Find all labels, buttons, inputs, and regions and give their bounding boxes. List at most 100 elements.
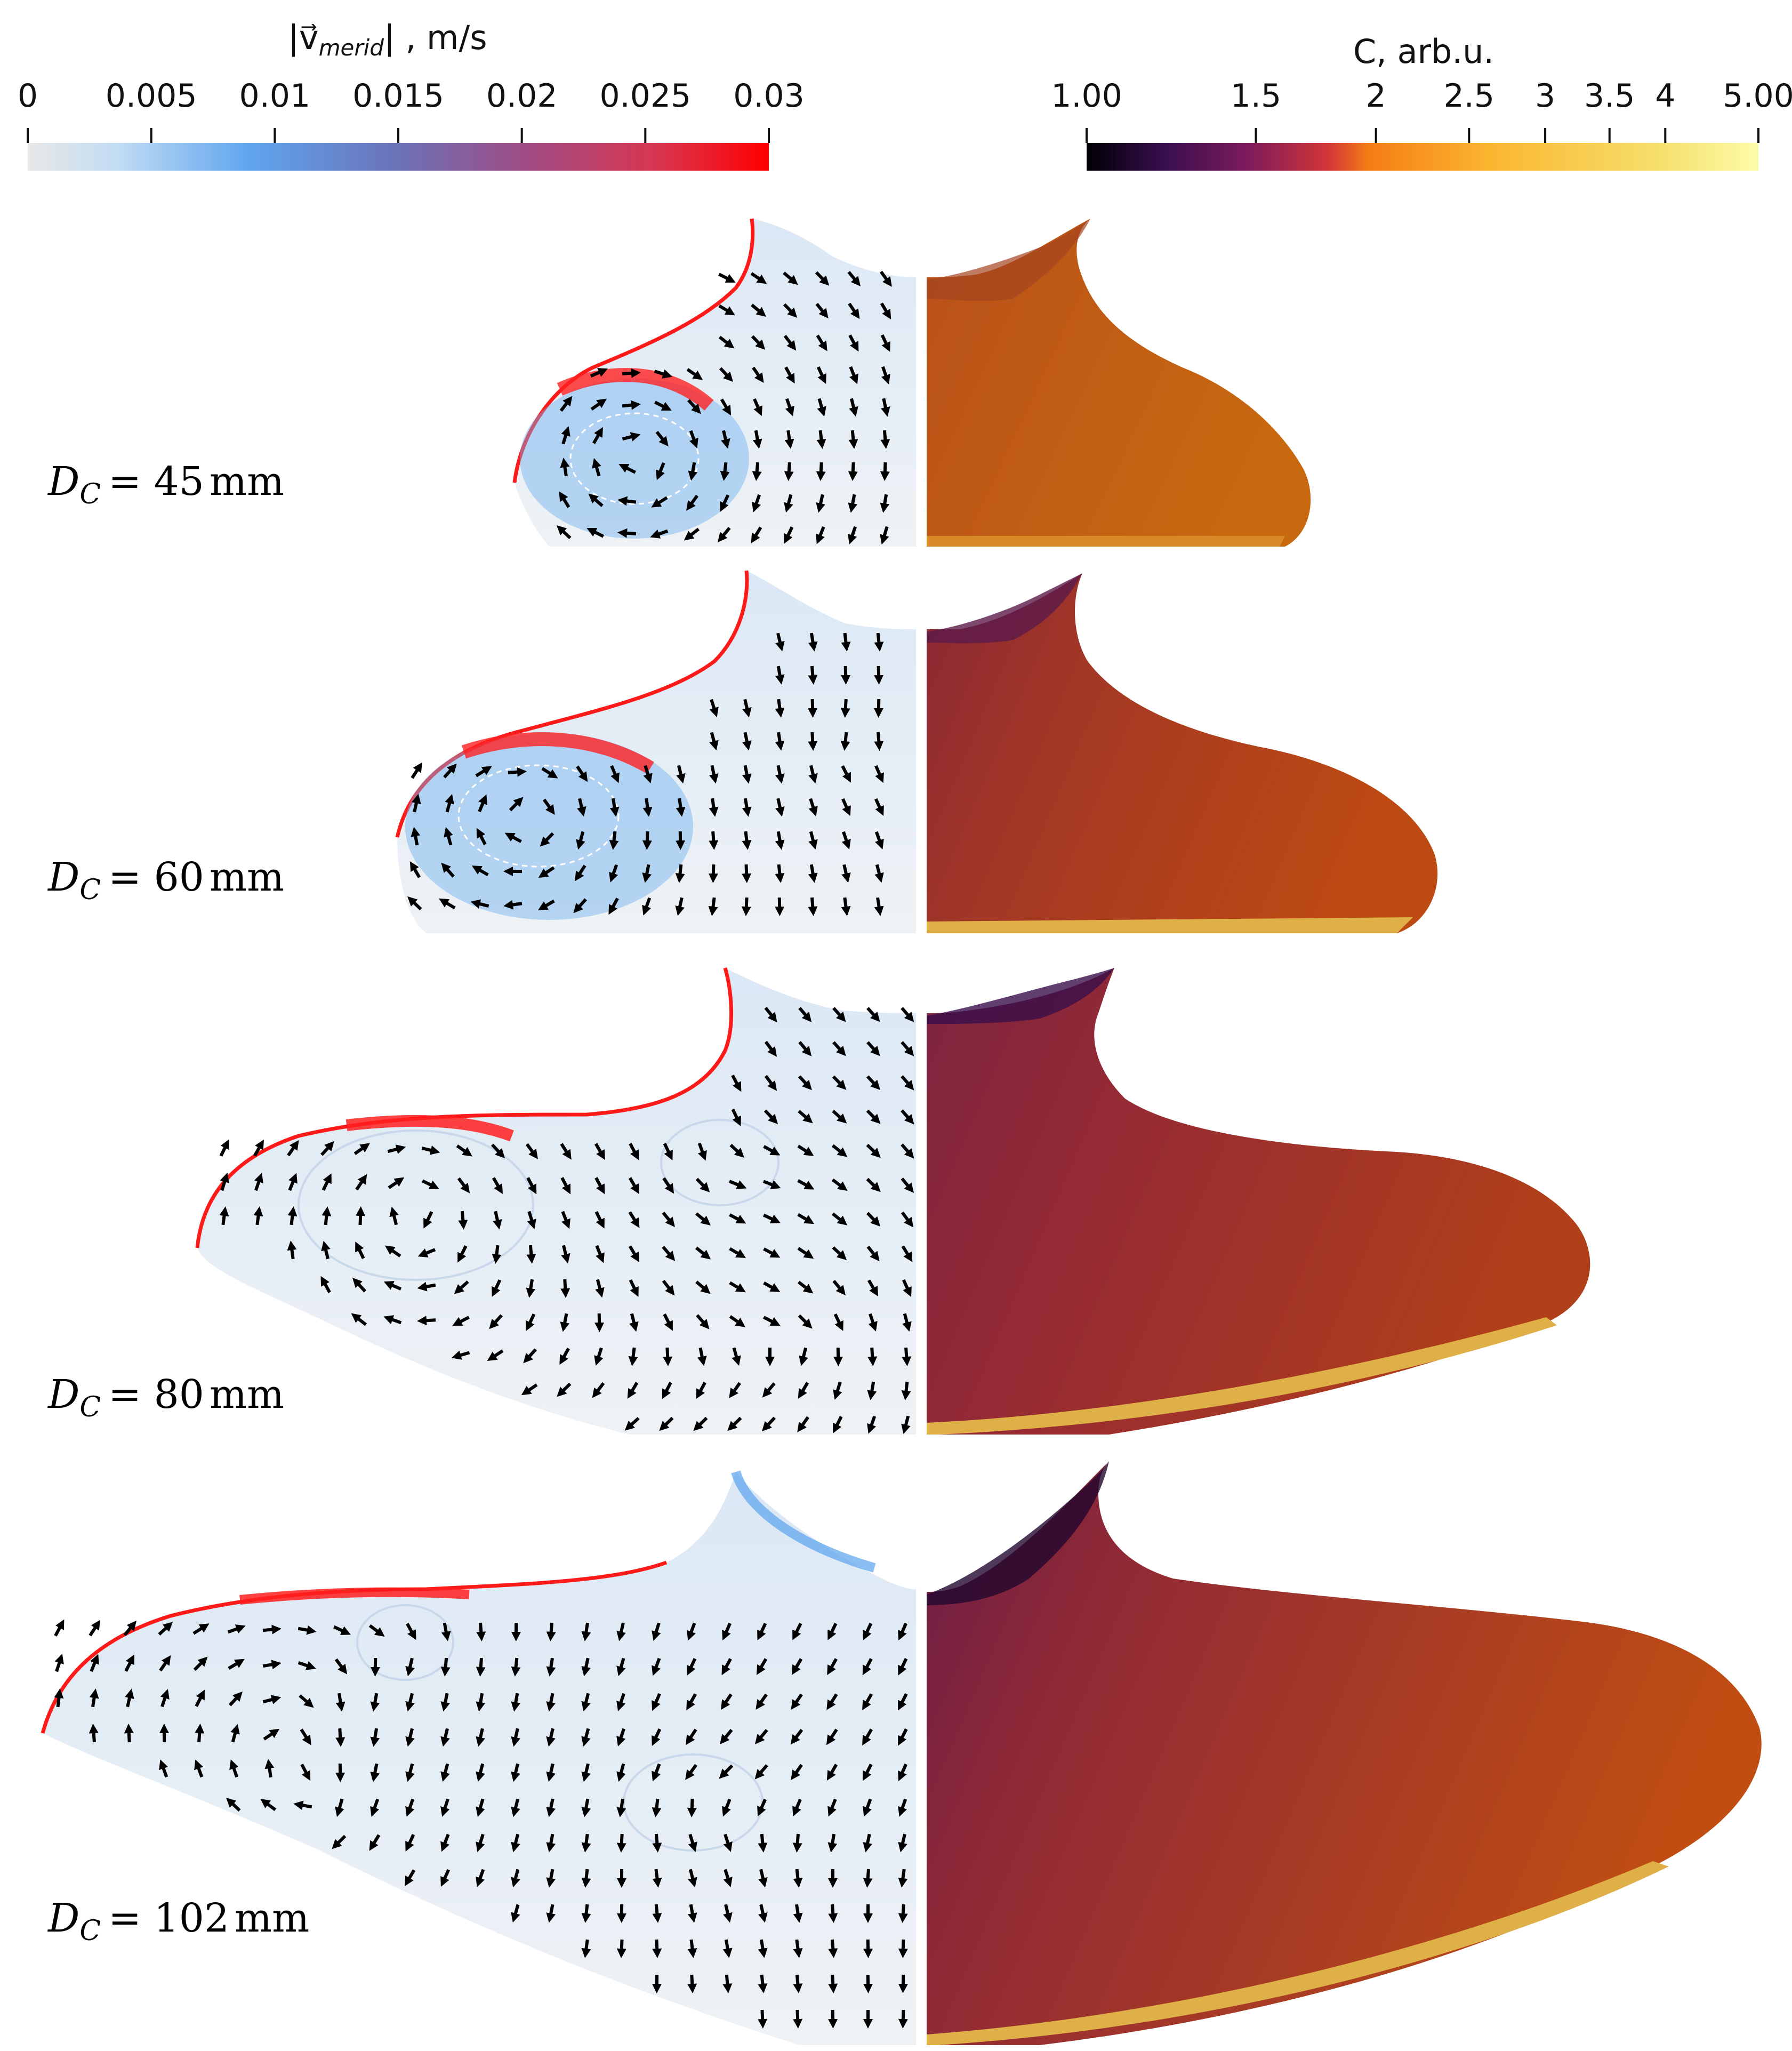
velocity-arrow — [368, 1624, 385, 1637]
velocity-arrow — [388, 1177, 405, 1189]
velocity-arrow — [594, 1211, 605, 1229]
velocity-arrow — [440, 1833, 450, 1852]
velocity-arrow — [441, 862, 455, 878]
velocity-arrow — [808, 666, 818, 685]
velocity-arrow — [833, 1313, 843, 1331]
velocity-arrow — [254, 1173, 263, 1191]
surface-flow-45mm — [512, 218, 755, 483]
velocity-arrow — [230, 1724, 240, 1743]
velocity-arrow — [867, 1381, 877, 1400]
concentration-boundary-80mm — [927, 1317, 1557, 1435]
velocity-arrow — [898, 1622, 907, 1641]
concentration-colorbar-bar — [1087, 143, 1758, 171]
velocity-arrow — [511, 1869, 520, 1888]
velocity-arrow — [791, 1764, 803, 1780]
velocity-arrow — [816, 366, 826, 384]
label-60mm: DC = 60 mm — [47, 854, 284, 906]
velocity-arrow — [729, 1213, 746, 1224]
concentration-tick-label: 3.5 — [1584, 77, 1635, 115]
velocity-arrow — [628, 1347, 638, 1366]
velocity-arrow — [720, 462, 730, 481]
concentration-low-zone-60mm — [927, 573, 1082, 644]
velocity-arrow — [793, 1904, 803, 1923]
velocity-arrow — [356, 1206, 366, 1225]
velocity-arrow — [417, 1316, 436, 1326]
velocity-arrows-80mm — [219, 1006, 914, 1435]
velocity-arrow — [752, 462, 762, 481]
velocity-arrow — [662, 1177, 674, 1194]
velocity-arrow — [752, 494, 761, 512]
velocity-arrow — [863, 1798, 872, 1817]
velocity-arrow — [827, 1798, 837, 1817]
velocity-arrow — [775, 765, 785, 784]
velocity-arrow — [521, 1383, 538, 1396]
velocity-arrow — [616, 1693, 626, 1711]
velocity-arrow — [293, 1800, 312, 1810]
velocity-arrow — [867, 1279, 879, 1297]
velocity-arrow — [627, 1382, 639, 1399]
velocity-arrow — [581, 1693, 591, 1712]
velocity-arrow — [750, 272, 767, 284]
velocity-arrow — [411, 762, 422, 779]
velocity-arrow — [898, 1869, 908, 1888]
velocity-arrow — [628, 1211, 640, 1228]
velocity-arrow — [370, 1763, 380, 1782]
velocity-arrow — [798, 1382, 809, 1399]
velocity-arrow — [808, 732, 818, 751]
velocity-arrow — [720, 1729, 733, 1745]
velocity-arrow — [764, 1109, 778, 1124]
velocity-arrow — [898, 2009, 908, 2029]
velocity-arrow — [675, 897, 685, 916]
velocity-arrow — [688, 462, 698, 481]
velocity-arrow — [263, 1728, 280, 1741]
concentration-low-zone-80mm — [927, 968, 1114, 1024]
velocity-tick-label: 0.025 — [599, 77, 691, 115]
velocity-arrow — [815, 271, 830, 286]
velocity-arrow — [754, 1729, 768, 1744]
velocity-arrow — [764, 1040, 777, 1057]
velocity-arrow — [763, 1281, 781, 1292]
velocity-arrow — [652, 1728, 662, 1746]
panel-45mm: DC = 45 mm — [47, 218, 1311, 547]
velocity-arrow — [610, 765, 620, 783]
velocity-arrow — [560, 1177, 571, 1195]
velocity-arrow — [831, 1212, 848, 1225]
velocity-arrow — [863, 1869, 873, 1888]
velocity-arrow — [758, 1833, 768, 1853]
velocity-arrow — [898, 1728, 908, 1746]
velocity-arrow — [322, 1206, 332, 1225]
concentration-tick-label: 2 — [1366, 77, 1386, 115]
velocity-arrow — [775, 666, 785, 685]
velocity-arrow — [421, 1145, 440, 1155]
velocity-arrow — [695, 1246, 711, 1260]
velocity-arrow — [866, 1109, 881, 1124]
velocity-arrow — [798, 1075, 812, 1091]
velocity-arrow — [758, 1869, 768, 1888]
concentration-low-zone-45mm — [927, 219, 1090, 301]
velocity-arrow — [652, 1763, 661, 1782]
velocity-arrow — [560, 1143, 572, 1160]
velocity-arrow — [709, 732, 719, 751]
velocity-arrow — [592, 427, 603, 444]
velocity-arrow — [880, 526, 889, 545]
velocity-tick-label: 0 — [18, 77, 38, 115]
concentration-tick-label: 1.00 — [1051, 77, 1122, 115]
surface-flow-80mm — [195, 967, 733, 1248]
velocity-arrow — [880, 430, 890, 449]
velocity-arrow — [763, 1316, 781, 1326]
velocity-arrow — [538, 866, 555, 878]
velocity-arrow — [262, 1624, 282, 1635]
velocity-arrow — [476, 1798, 485, 1817]
velocity-arrow — [561, 1245, 570, 1264]
velocity-arrow — [898, 1763, 908, 1782]
velocity-field-45mm — [515, 219, 916, 547]
velocity-arrow — [322, 1173, 332, 1191]
velocity-arrow — [628, 1245, 640, 1262]
velocity-tick-label: 0.005 — [106, 77, 197, 115]
velocity-arrow — [492, 1279, 502, 1297]
velocity-arrow — [783, 334, 797, 351]
velocity-arrow — [751, 526, 762, 543]
velocity-arrow — [675, 864, 685, 883]
velocity-arrow — [320, 1276, 331, 1293]
velocity-arrow — [790, 1728, 803, 1745]
